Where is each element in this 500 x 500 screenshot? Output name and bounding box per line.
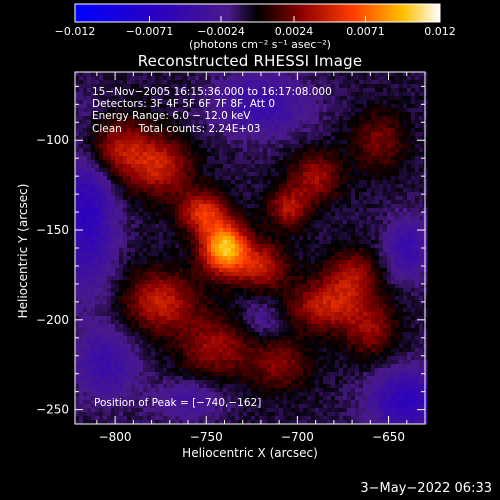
colorbar-tick-label: 0.012 [424,25,456,38]
y-tick-label: −150 [36,223,69,237]
y-axis-label: Heliocentric Y (arcsec) [16,183,30,319]
colorbar-tick-label: 0.0024 [275,25,314,38]
peak-position-text: Position of Peak = [−740,−162] [94,397,262,409]
chart-title: Reconstructed RHESSI Image [137,52,363,70]
detectors-text: Detectors: 3F 4F 5F 6F 7F 8F, Att 0 [92,98,276,111]
date-stamp: 3−May−2022 06:33 [360,481,492,496]
colorbar-tick-label: −0.0071 [126,25,174,38]
y-tick-label: −200 [36,313,69,327]
algorithm-counts-text: Clean Total counts: 2.24E+03 [92,122,261,135]
colorbar-ticks: −0.012 −0.0071 −0.0024 0.0024 0.0071 0.012 [55,16,456,38]
y-tick-label: −250 [36,403,69,417]
axis-ticks: −800 −750 −700 −650 −100 −150 −200 −250 [36,72,425,444]
observation-info: 15−Nov−2005 16:15:36.000 to 16:17:08.000… [92,86,332,135]
x-tick-label: −800 [99,430,132,444]
colorbar-tick-label: 0.0071 [346,25,385,38]
colorbar-unit-label: (photons cm⁻² s⁻¹ asec⁻²) [189,38,331,51]
colorbar [74,3,441,23]
x-tick-label: −700 [281,430,314,444]
x-axis-label: Heliocentric X (arcsec) [182,446,318,460]
y-tick-label: −100 [36,133,69,147]
colorbar-tick-label: −0.012 [55,25,96,38]
energy-range-text: Energy Range: 6.0 − 12.0 keV [92,110,251,123]
colorbar-tick-label: −0.0024 [197,25,245,38]
x-tick-label: −650 [372,430,405,444]
x-tick-label: −750 [190,430,223,444]
time-range-text: 15−Nov−2005 16:15:36.000 to 16:17:08.000 [92,86,332,98]
